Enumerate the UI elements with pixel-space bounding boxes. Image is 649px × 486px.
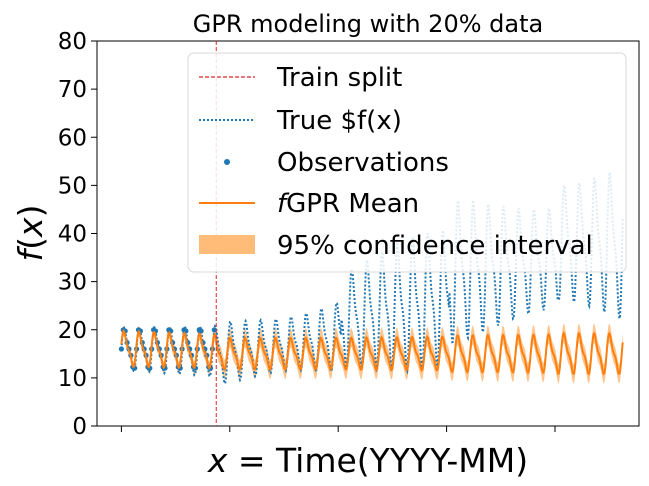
y-tick-label: 0 — [72, 414, 87, 440]
y-tick-label: 80 — [58, 29, 87, 55]
y-tick-label: 50 — [58, 173, 87, 199]
observation-point — [198, 328, 204, 334]
legend-confidence-label: 95% confidence interval — [277, 231, 593, 261]
legend: Train split True $f(x) Observations fGPR… — [187, 52, 627, 273]
y-tick-label: 60 — [58, 125, 87, 151]
y-axis-label: f(x) — [11, 205, 50, 262]
chart-title: GPR modeling with 20% data — [193, 10, 543, 38]
legend-observations-label: Observations — [277, 148, 449, 178]
observation-point — [118, 346, 124, 352]
y-axis-ticks: 0 10 20 30 40 50 60 70 80 — [58, 29, 97, 440]
legend-confidence-swatch — [199, 235, 255, 254]
legend-train-split-label: Train split — [276, 63, 402, 93]
legend-observations-swatch — [224, 159, 230, 165]
legend-true-fx-label: True $f(x) — [276, 106, 402, 136]
gpr-mean-line — [120, 329, 624, 376]
legend-box — [187, 52, 627, 273]
legend-gpr-mean-label: fGPR Mean — [277, 189, 419, 219]
gpr-mean-layer — [120, 329, 624, 376]
y-tick-label: 40 — [58, 222, 87, 248]
x-axis-label: x = Time(YYYY-MM) — [207, 441, 528, 480]
x-axis-ticks — [120, 426, 556, 432]
y-tick-label: 30 — [58, 270, 87, 296]
y-tick-label: 20 — [58, 318, 87, 344]
y-tick-label: 70 — [58, 77, 87, 103]
y-tick-label: 10 — [58, 366, 87, 392]
observation-point — [211, 327, 217, 333]
